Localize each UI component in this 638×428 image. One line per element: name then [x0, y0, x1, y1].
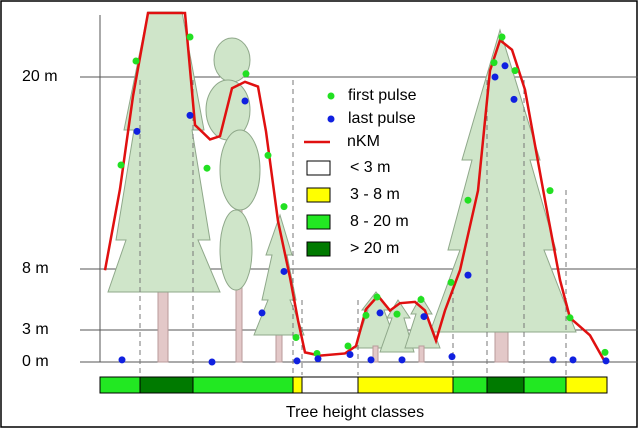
height-class-segment — [358, 377, 453, 393]
point — [293, 334, 300, 341]
point — [567, 314, 574, 321]
point — [265, 152, 272, 159]
height-class-segment — [193, 377, 293, 393]
point — [345, 343, 352, 350]
point — [465, 197, 472, 204]
point — [421, 313, 428, 320]
point — [118, 162, 125, 169]
point — [547, 187, 554, 194]
point — [133, 58, 140, 65]
height-class-segment — [140, 377, 193, 393]
legend-swatch — [307, 215, 330, 229]
y-tick-label: 8 m — [22, 260, 49, 277]
point — [491, 59, 498, 66]
point — [511, 96, 518, 103]
point — [347, 351, 354, 358]
y-tick-label: 3 m — [22, 321, 49, 338]
legend-label: first pulse — [348, 87, 417, 104]
point — [281, 268, 288, 275]
point — [294, 357, 301, 364]
point — [243, 70, 250, 77]
point — [377, 309, 384, 316]
height-class-segment — [100, 377, 140, 393]
point — [603, 357, 610, 364]
legend-swatch — [307, 242, 330, 256]
point — [465, 272, 472, 279]
legend-swatch — [307, 161, 330, 175]
point — [602, 349, 609, 356]
height-class-segment — [487, 377, 524, 393]
point — [448, 279, 455, 286]
point — [259, 309, 266, 316]
point — [418, 296, 425, 303]
point — [134, 128, 141, 135]
point — [281, 203, 288, 210]
height-class-segment — [302, 377, 358, 393]
crown — [220, 210, 252, 290]
legend-swatch — [328, 116, 335, 123]
point — [449, 353, 456, 360]
trunk — [419, 346, 424, 362]
y-tick-label: 0 m — [22, 353, 49, 370]
point — [368, 356, 375, 363]
y-tick-label: 20 m — [22, 68, 58, 85]
point — [242, 98, 249, 105]
legend-swatch — [307, 188, 330, 202]
legend-label: > 20 m — [350, 240, 399, 257]
point — [119, 356, 126, 363]
legend-label: 8 - 20 m — [350, 213, 409, 230]
legend-label: nKM — [347, 133, 380, 150]
point — [570, 356, 577, 363]
legend-swatch — [328, 93, 335, 100]
height-class-segment — [453, 377, 487, 393]
height-class-segment — [524, 377, 566, 393]
point — [492, 74, 499, 81]
crown — [220, 130, 260, 210]
x-axis-label: Tree height classes — [286, 404, 424, 421]
height-class-segment — [293, 377, 302, 393]
point — [187, 34, 194, 41]
point — [187, 112, 194, 119]
point — [399, 356, 406, 363]
point — [315, 355, 322, 362]
legend-label: < 3 m — [350, 159, 390, 176]
legend-label: 3 - 8 m — [350, 186, 400, 203]
point — [550, 356, 557, 363]
point — [374, 294, 381, 301]
chart: Tree height classes 0 m 3 m 8 m 20 m first p… — [0, 0, 638, 428]
point — [512, 67, 519, 74]
legend-label: last pulse — [348, 110, 416, 127]
point — [363, 312, 370, 319]
point — [204, 165, 211, 172]
point — [502, 62, 509, 69]
height-class-segment — [566, 377, 607, 393]
point — [394, 311, 401, 318]
point — [499, 34, 506, 41]
point — [209, 359, 216, 366]
